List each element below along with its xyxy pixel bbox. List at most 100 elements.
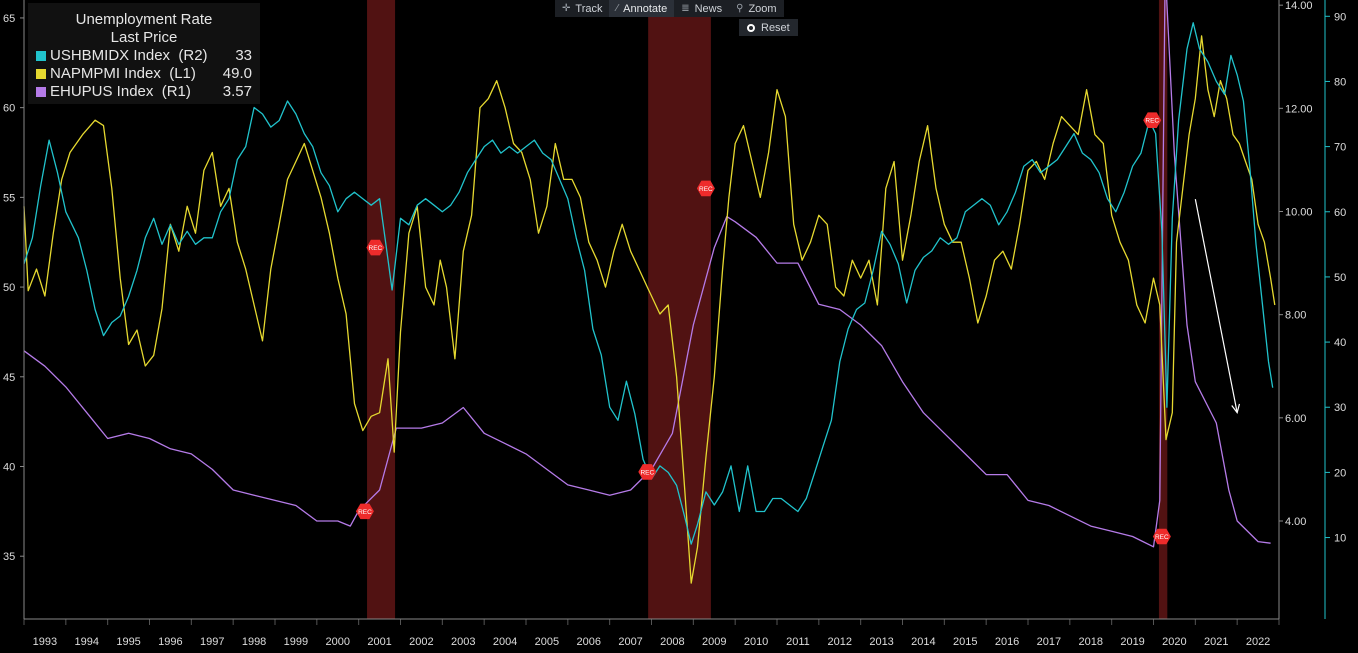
pencil-icon: ⁄: [616, 3, 619, 14]
rec-hexagon: [696, 180, 715, 197]
x-tick-label: 2016: [995, 636, 1019, 648]
legend-item-name: EHUPUS Index (R1): [50, 83, 191, 100]
x-tick-label: 2013: [869, 636, 893, 648]
recession-marker: REC: [696, 180, 715, 197]
rec-hexagon: [1143, 112, 1162, 128]
recession-marker: REC: [638, 464, 657, 480]
recession-band: [367, 0, 396, 619]
reset-label: Reset: [761, 21, 790, 34]
x-tick-label: 2015: [953, 636, 977, 648]
legend-item-value: 49.0: [222, 65, 252, 82]
left-tick-label: 45: [3, 372, 15, 384]
legend-item-value: 3.57: [222, 83, 252, 100]
reset-icon: [747, 23, 755, 32]
x-tick-label: 2020: [1162, 636, 1186, 648]
left-tick-label: 55: [3, 192, 15, 204]
track-button[interactable]: ✛ Track: [555, 0, 609, 17]
news-icon: ≣: [681, 3, 690, 14]
rec-label: REC: [369, 245, 383, 252]
right1-tick-label: 4.00: [1285, 516, 1306, 528]
rec-label: REC: [1145, 118, 1159, 125]
right2-tick-label: 30: [1334, 402, 1346, 414]
series-line-ushbmidx-index: [23, 22, 1274, 545]
legend-item-napmpmi[interactable]: NAPMPMI Index (L1) 49.0: [28, 65, 260, 83]
series-line-napmpmi-index: [23, 35, 1276, 584]
left-tick-label: 65: [3, 13, 15, 25]
annotate-button[interactable]: ⁄ Annotate: [609, 0, 675, 17]
rec-label: REC: [1155, 534, 1169, 541]
rec-hexagon: [355, 503, 374, 520]
chart-toolbar: ✛ Track ⁄ Annotate ≣ News ⚲ Zoom: [555, 0, 784, 17]
legend-item-ehupus[interactable]: EHUPUS Index (R1) 3.57: [28, 83, 260, 101]
x-tick-label: 1996: [158, 636, 182, 648]
recession-marker: REC: [355, 503, 374, 520]
legend-item-name: USHBMIDX Index (R2): [50, 47, 208, 64]
x-tick-label: 2022: [1246, 636, 1270, 648]
right1-tick-label: 14.00: [1285, 0, 1313, 12]
x-tick-label: 2001: [367, 636, 391, 648]
rec-hexagon: [366, 239, 385, 256]
news-button[interactable]: ≣ News: [674, 0, 729, 17]
arrow-shaft: [1194, 199, 1238, 413]
x-tick-label: 2009: [702, 636, 726, 648]
recession-band: [1158, 0, 1168, 619]
right2-tick-label: 70: [1334, 142, 1346, 154]
x-tick-label: 2011: [786, 636, 810, 648]
x-tick-label: 2003: [451, 636, 475, 648]
rec-hexagon: [1152, 528, 1171, 545]
x-tick-label: 2006: [577, 636, 601, 648]
x-tick-label: 2014: [911, 636, 935, 648]
right1-tick-label: 8.00: [1285, 310, 1306, 322]
left-tick-label: 40: [3, 461, 15, 473]
x-tick-label: 2012: [828, 636, 852, 648]
x-tick-label: 2002: [409, 636, 433, 648]
right2-tick-label: 60: [1334, 207, 1346, 219]
right1-tick-label: 10.00: [1285, 206, 1313, 218]
recession-marks: REC REC REC REC REC REC: [355, 112, 1241, 545]
rec-label: REC: [358, 509, 372, 516]
legend-item-value: 33: [235, 47, 252, 64]
x-tick-label: 2018: [1079, 636, 1103, 648]
x-tick-label: 2000: [326, 636, 350, 648]
x-tick-label: 2008: [660, 636, 684, 648]
x-tick-label: 2017: [1037, 636, 1061, 648]
annotate-label: Annotate: [623, 2, 668, 15]
x-tick-label: 2019: [1120, 636, 1144, 648]
legend-swatch: [36, 51, 46, 61]
grid-lines: [23, 619, 1280, 625]
x-tick-label: 1999: [284, 636, 308, 648]
arrow-head: [1231, 403, 1241, 415]
x-tick-label: 1995: [116, 636, 140, 648]
left-tick-label: 50: [3, 282, 15, 294]
right1-tick-label: 6.00: [1285, 413, 1306, 425]
zoom-label: Zoom: [748, 2, 777, 15]
x-tick-label: 1994: [75, 636, 99, 648]
legend-swatch: [36, 69, 46, 79]
legend-subtitle: Last Price: [110, 29, 178, 46]
x-tick-label: 2004: [493, 636, 517, 648]
series-lines: [23, 0, 1276, 584]
left-tick-label: 60: [3, 103, 15, 115]
x-tick-label: 2005: [535, 636, 559, 648]
right2-tick-label: 50: [1334, 272, 1346, 284]
right2-tick-label: 10: [1334, 533, 1346, 545]
left-tick-label: 35: [3, 551, 15, 563]
x-tick-label: 2007: [618, 636, 642, 648]
right2-tick-label: 40: [1334, 337, 1346, 349]
x-tick-label: 1998: [242, 636, 266, 648]
legend-item-name: NAPMPMI Index (L1): [50, 65, 196, 82]
chart-legend: Unemployment Rate Last Price USHBMIDX In…: [28, 3, 260, 104]
legend-swatch: [36, 87, 46, 97]
crosshair-icon: ✛: [562, 3, 571, 14]
right1-tick-label: 12.00: [1285, 103, 1313, 115]
x-tick-label: 1997: [200, 636, 224, 648]
reset-button[interactable]: Reset: [739, 19, 798, 36]
track-label: Track: [575, 2, 603, 15]
series-line-ehupus-index: [23, 0, 1271, 548]
x-tick-label: 1993: [33, 636, 57, 648]
legend-item-ushbmidx[interactable]: USHBMIDX Index (R2) 33: [28, 47, 260, 65]
right2-tick-label: 20: [1334, 467, 1346, 479]
zoom-button[interactable]: ⚲ Zoom: [729, 0, 783, 17]
rec-label: REC: [699, 186, 713, 193]
